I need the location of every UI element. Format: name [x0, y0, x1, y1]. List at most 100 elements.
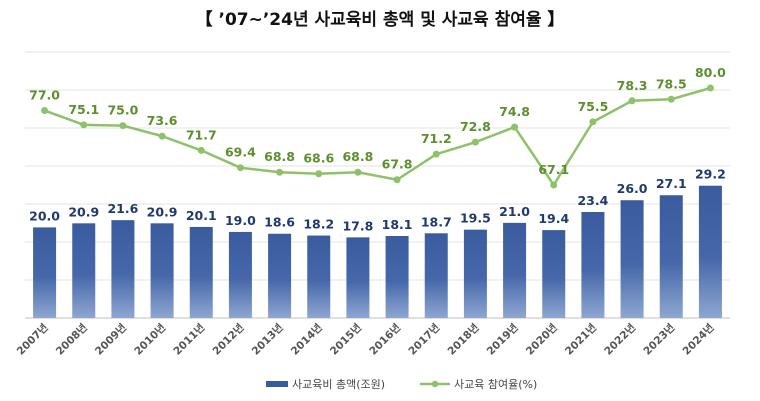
bar	[424, 233, 448, 318]
bar-data-label: 18.6	[264, 215, 295, 230]
line-point	[550, 181, 558, 189]
x-tick-label: 2016년	[367, 321, 404, 358]
line-data-label: 68.8	[264, 149, 295, 164]
line-data-label: 74.8	[499, 104, 530, 119]
bar-data-label: 21.0	[499, 204, 530, 219]
line-data-label: 72.8	[460, 119, 491, 134]
bar	[72, 223, 96, 318]
line-point	[628, 97, 636, 105]
x-tick-label: 2013년	[249, 321, 286, 358]
grid	[25, 51, 730, 319]
line-point	[197, 146, 205, 154]
bar	[620, 200, 644, 318]
x-tick-label: 2020년	[523, 321, 560, 358]
line-data-label: 78.3	[617, 78, 648, 93]
chart-title: 【 ’07~’24년 사교육비 총액 및 사교육 참여율 】	[196, 9, 565, 30]
line-point	[354, 168, 362, 176]
x-tick-label: 2014년	[288, 321, 325, 358]
x-tick-label: 2010년	[132, 321, 169, 358]
bar	[463, 229, 487, 318]
bar-data-label: 18.7	[421, 214, 452, 229]
line-point	[276, 168, 284, 176]
line-data-label: 68.6	[303, 151, 334, 166]
bar-data-label: 23.4	[577, 193, 608, 208]
line-data-label: 77.0	[29, 88, 60, 103]
line-point	[158, 132, 166, 140]
bar	[33, 227, 57, 318]
bar	[111, 220, 135, 318]
line-data-label: 78.5	[656, 76, 687, 91]
x-tick-label: 2007년	[14, 321, 51, 358]
x-tick-label: 2019년	[484, 321, 521, 358]
bar	[228, 231, 252, 318]
bar	[307, 235, 331, 318]
line-point	[589, 118, 597, 126]
bar	[698, 185, 722, 318]
bar	[385, 236, 409, 318]
bar-data-label: 19.5	[460, 211, 491, 226]
line-data-label: 73.6	[147, 113, 178, 128]
bar-data-label: 18.2	[303, 217, 334, 232]
x-tick-label: 2022년	[602, 321, 639, 358]
bar-data-label: 20.1	[186, 208, 217, 223]
line-path	[44, 86, 711, 187]
bar-data-label: 17.8	[342, 218, 373, 233]
line-data-label: 75.5	[577, 99, 608, 114]
x-tick-label: 2009년	[92, 321, 129, 358]
line-point	[511, 123, 519, 131]
bar-labels: 20.0 20.9 21.6 20.9 20.1 19.0 18.6 18.2 17.8 18.1…	[29, 167, 726, 234]
x-tick-label: 2024년	[680, 321, 717, 358]
line-data-label: 75.1	[68, 102, 99, 117]
line-data-label: 71.2	[421, 131, 452, 146]
legend-bar-swatch	[266, 381, 288, 387]
x-tick-label: 2012년	[210, 321, 247, 358]
bar-series	[33, 185, 722, 318]
bar-data-label: 21.6	[107, 201, 138, 216]
line-data-label: 75.0	[107, 103, 138, 118]
bar-data-label: 19.4	[538, 211, 569, 226]
legend: 사교육비 총액(조원) 사교육 참여율(%)	[266, 378, 537, 391]
bar-data-label: 20.9	[147, 204, 178, 219]
legend-line-marker	[431, 380, 439, 388]
line-data-label: 68.8	[342, 149, 373, 164]
bar-data-label: 20.0	[29, 208, 60, 223]
bar-data-label: 26.0	[617, 181, 648, 196]
line-point	[393, 176, 401, 184]
bar-data-label: 19.0	[225, 213, 256, 228]
line-point	[315, 170, 323, 178]
line-series	[41, 84, 714, 189]
x-tick-label: 2023년	[641, 321, 678, 358]
bar	[189, 226, 213, 318]
bar	[346, 237, 370, 318]
line-point	[706, 84, 714, 92]
bar-data-label: 27.1	[656, 176, 687, 191]
line-labels: 77.0 75.1 75.0 73.6 71.7 69.4 68.8 68.6 68.8 67.8…	[29, 65, 726, 177]
x-tick-label: 2017년	[406, 321, 443, 358]
bar	[659, 195, 683, 318]
bar-data-label: 18.1	[382, 217, 413, 232]
line-point	[80, 121, 88, 129]
x-tick-label: 2021년	[562, 321, 599, 358]
x-tick-label: 2011년	[171, 321, 208, 358]
line-data-label: 71.7	[186, 127, 217, 142]
line-point	[432, 150, 440, 158]
bar-data-label: 29.2	[695, 167, 726, 182]
line-data-label: 67.8	[382, 157, 413, 172]
x-tick-label: 2015년	[327, 321, 364, 358]
line-data-label: 80.0	[695, 65, 726, 80]
bar	[542, 230, 566, 318]
line-point	[471, 138, 479, 146]
x-axis-ticks: 2007년 2008년 2009년 2010년 2011년 2012년 2013년 2014년…	[14, 321, 717, 358]
legend-bar-label: 사교육비 총액(조원)	[292, 378, 385, 391]
bar-data-label: 20.9	[68, 204, 99, 219]
line-point	[667, 95, 675, 103]
bar	[150, 223, 174, 318]
x-tick-label: 2008년	[53, 321, 90, 358]
legend-line-label: 사교육 참여율(%)	[454, 378, 537, 391]
line-point	[41, 107, 49, 115]
line-point	[119, 122, 127, 130]
bar	[581, 211, 605, 318]
line-data-label: 69.4	[225, 145, 256, 160]
bar	[503, 222, 527, 318]
